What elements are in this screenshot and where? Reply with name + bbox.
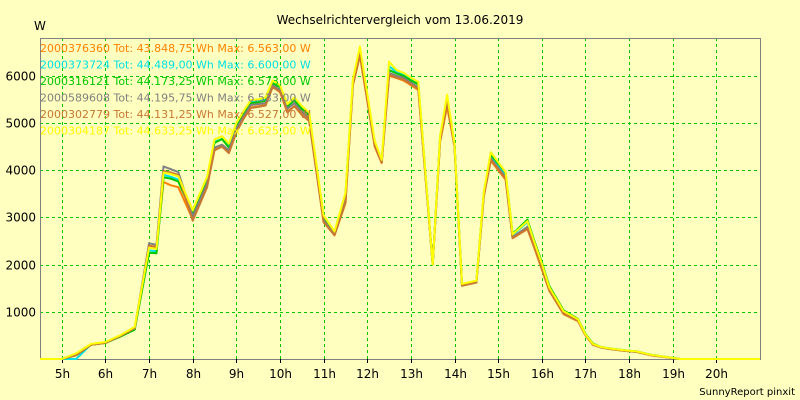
x-tick-label: 15h	[487, 367, 510, 381]
y-tick-label: 5000	[5, 117, 36, 131]
y-tick-label: 1000	[5, 306, 36, 320]
y-tick-label: 6000	[5, 70, 36, 84]
series-line-6	[40, 45, 760, 360]
legend: 2000376360 Tot: 43.848,75 Wh Max: 6.563,…	[40, 42, 311, 138]
y-axis-ticks: 1000 2000 3000 4000 5000 6000	[5, 70, 36, 320]
x-tick-label: 16h	[531, 367, 554, 381]
x-tick-label: 14h	[444, 367, 467, 381]
x-tick-label: 12h	[356, 367, 379, 381]
legend-entry: 2000302779 Tot: 44.131,25 Wh Max: 6.527,…	[40, 108, 311, 121]
y-tick-label: 3000	[5, 211, 36, 225]
x-tick-label: 9h	[229, 367, 244, 381]
legend-entry: 2000376360 Tot: 43.848,75 Wh Max: 6.563,…	[40, 42, 311, 55]
legend-entry: 2000373724 Tot: 44.489,00 Wh Max: 6.600,…	[40, 59, 311, 72]
x-tick-label: 7h	[142, 367, 157, 381]
x-tick-label: 20h	[705, 367, 728, 381]
legend-entry: 2000589608 Tot: 44.195,75 Wh Max: 6.533,…	[40, 92, 311, 105]
credit-label: SunnyReport pinxit	[699, 387, 795, 398]
y-unit-label: W	[34, 19, 46, 33]
x-tick-label: 6h	[98, 367, 113, 381]
series-lines	[40, 45, 760, 360]
chart-title: Wechselrichtervergleich vom 13.06.2019	[277, 13, 524, 27]
plot-frame	[40, 38, 761, 360]
x-tick-label: 19h	[662, 367, 685, 381]
x-tick-label: 18h	[618, 367, 641, 381]
x-tick-label: 13h	[400, 367, 423, 381]
legend-entry: 2000304187 Tot: 44.633,25 Wh Max: 6.625,…	[40, 125, 311, 138]
legend-entry: 2000316121 Tot: 44.173,25 Wh Max: 6.573,…	[40, 75, 311, 88]
x-tick-label: 5h	[55, 367, 70, 381]
x-tick-label: 17h	[574, 367, 597, 381]
x-tick-label: 8h	[186, 367, 201, 381]
x-tick-label: 11h	[313, 367, 336, 381]
x-tick-label: 10h	[269, 367, 292, 381]
y-tick-label: 4000	[5, 164, 36, 178]
x-axis-ticks: 5h 6h 7h 8h 9h 10h 11h 12h 13h 14h 15h 16h 17h 18h 19h…	[55, 359, 728, 381]
y-tick-label: 2000	[5, 259, 36, 273]
